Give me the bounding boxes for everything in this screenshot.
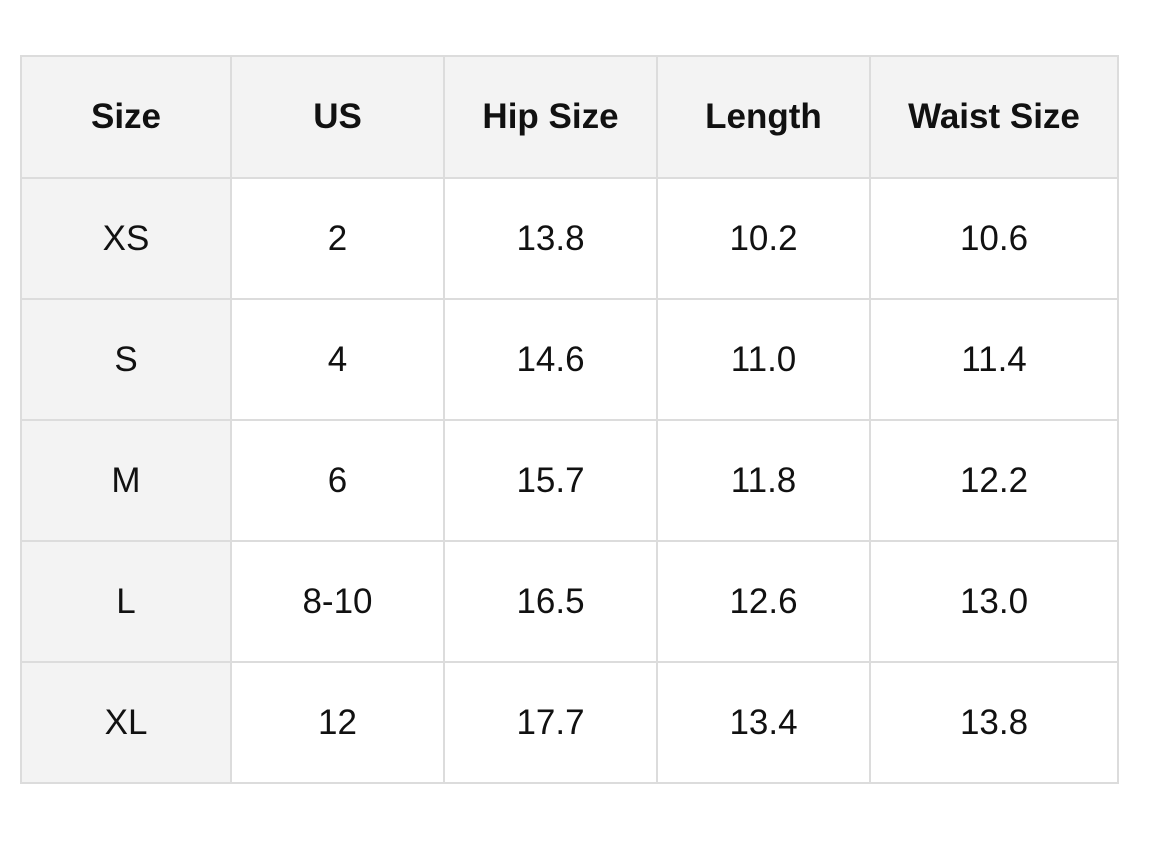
header-waist-size: Waist Size: [869, 55, 1119, 179]
cell-hip-size: 15.7: [443, 419, 658, 542]
header-size: Size: [20, 55, 232, 179]
cell-length: 11.0: [656, 298, 871, 421]
cell-us: 4: [230, 298, 445, 421]
cell-waist-size: 11.4: [869, 298, 1119, 421]
cell-waist-size: 13.0: [869, 540, 1119, 663]
header-hip-size: Hip Size: [443, 55, 658, 179]
header-length: Length: [656, 55, 871, 179]
cell-us: 6: [230, 419, 445, 542]
table-row: M 6 15.7 11.8 12.2: [20, 419, 1119, 542]
cell-size: M: [20, 419, 232, 542]
header-us: US: [230, 55, 445, 179]
cell-us: 8-10: [230, 540, 445, 663]
cell-length: 10.2: [656, 177, 871, 300]
header-row: Size US Hip Size Length Waist Size: [20, 55, 1119, 179]
cell-length: 12.6: [656, 540, 871, 663]
cell-hip-size: 13.8: [443, 177, 658, 300]
cell-size: XL: [20, 661, 232, 784]
table-row: S 4 14.6 11.0 11.4: [20, 298, 1119, 421]
table-row: XS 2 13.8 10.2 10.6: [20, 177, 1119, 300]
cell-size: S: [20, 298, 232, 421]
cell-length: 11.8: [656, 419, 871, 542]
cell-waist-size: 12.2: [869, 419, 1119, 542]
cell-hip-size: 17.7: [443, 661, 658, 784]
table-row: XL 12 17.7 13.4 13.8: [20, 661, 1119, 784]
cell-hip-size: 14.6: [443, 298, 658, 421]
cell-length: 13.4: [656, 661, 871, 784]
cell-hip-size: 16.5: [443, 540, 658, 663]
size-chart-table: Size US Hip Size Length Waist Size XS 2 13…: [20, 55, 1119, 784]
cell-waist-size: 10.6: [869, 177, 1119, 300]
cell-waist-size: 13.8: [869, 661, 1119, 784]
cell-size: XS: [20, 177, 232, 300]
cell-us: 2: [230, 177, 445, 300]
cell-size: L: [20, 540, 232, 663]
cell-us: 12: [230, 661, 445, 784]
table-row: L 8-10 16.5 12.6 13.0: [20, 540, 1119, 663]
